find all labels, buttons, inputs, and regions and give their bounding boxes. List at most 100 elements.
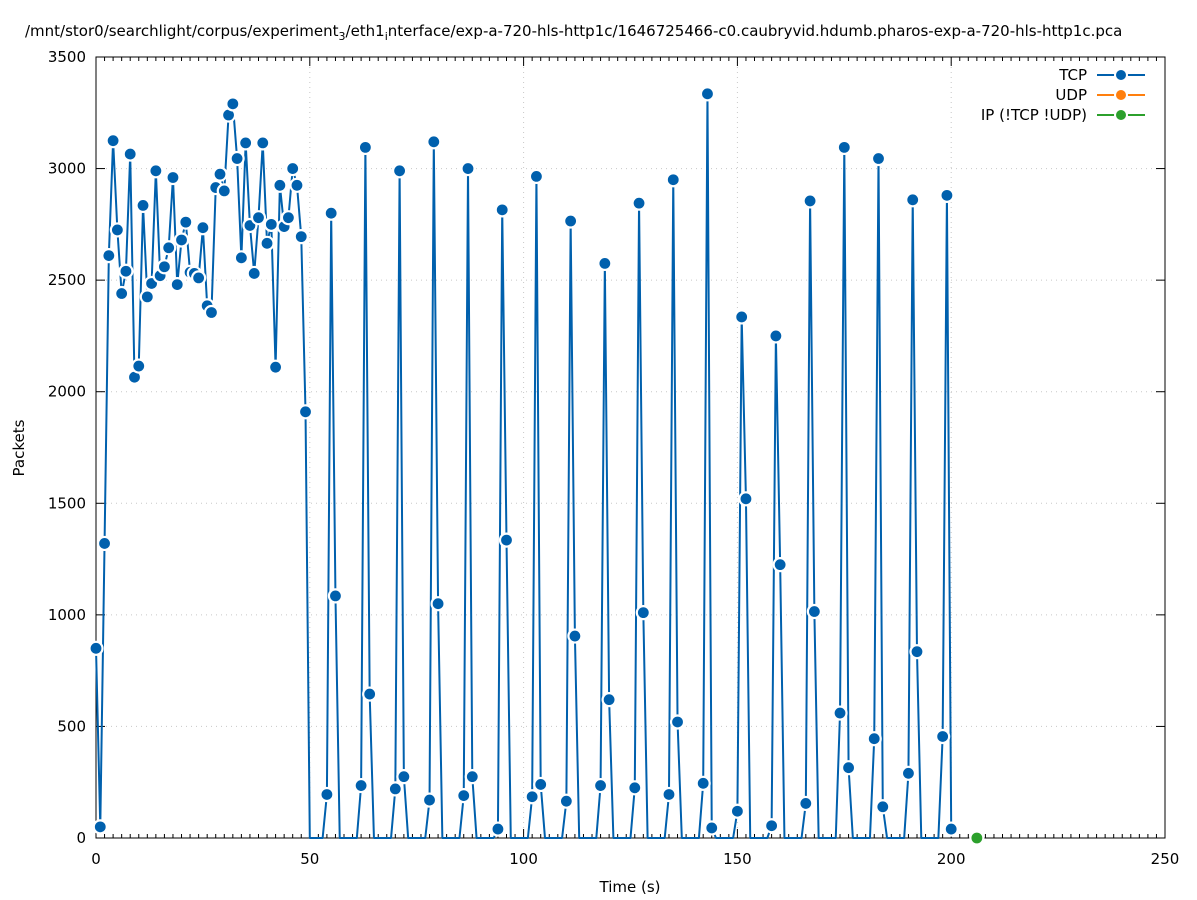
data-point: [387, 781, 403, 797]
data-point: [357, 139, 373, 155]
data-point: [195, 220, 211, 236]
data-point: [905, 192, 921, 208]
legend-label: UDP: [1055, 86, 1087, 104]
data-point: [212, 166, 228, 182]
data-point: [293, 229, 309, 245]
legend-marker: [1114, 88, 1128, 102]
data-point: [460, 160, 476, 177]
data-point: [289, 177, 305, 193]
data-point: [875, 799, 891, 815]
data-point: [131, 358, 147, 374]
series-layer: [88, 86, 985, 846]
data-point: [494, 202, 510, 218]
data-point: [900, 765, 917, 781]
grid-lines: [96, 57, 1165, 838]
data-point: [456, 788, 472, 804]
data-point: [169, 277, 185, 293]
data-point: [238, 135, 254, 151]
data-point: [870, 150, 887, 167]
data-point: [939, 187, 955, 203]
data-point: [764, 818, 780, 834]
data-point: [259, 235, 275, 251]
legend: TCP UDP IP (!TCP !UDP): [981, 66, 1145, 124]
y-tick-label: 500: [57, 717, 86, 735]
data-point: [255, 135, 271, 151]
x-axis-label: Time (s): [599, 878, 661, 896]
data-point: [426, 134, 442, 150]
data-point: [96, 535, 113, 552]
data-point: [101, 247, 117, 264]
data-point: [362, 686, 378, 702]
data-point: [528, 168, 545, 184]
data-point: [935, 728, 951, 745]
data-point: [695, 775, 711, 791]
y-tick-label: 3500: [48, 48, 86, 66]
axis-ticks: 0 50 100 150 200 2500500100015002000250030003…: [48, 48, 1180, 868]
data-point: [563, 213, 579, 229]
data-point: [909, 644, 925, 660]
data-point: [353, 777, 369, 794]
data-point: [109, 222, 125, 238]
data-point: [156, 259, 173, 275]
data-point: [267, 359, 284, 375]
x-tick-label: 0: [91, 850, 101, 868]
data-point: [772, 557, 788, 573]
data-point: [729, 803, 746, 819]
data-point: [866, 731, 882, 747]
data-point: [601, 692, 617, 708]
data-point: [135, 197, 151, 213]
data-point: [669, 714, 686, 730]
legend-label: TCP: [1058, 66, 1087, 84]
data-point: [250, 210, 267, 226]
data-point: [567, 628, 583, 644]
y-tick-label: 1500: [48, 494, 86, 512]
data-point: [272, 177, 288, 193]
data-point: [524, 789, 540, 805]
data-point: [178, 214, 194, 230]
data-point: [768, 328, 784, 344]
data-point: [969, 830, 985, 846]
data-point: [558, 793, 574, 809]
data-point: [464, 769, 480, 785]
data-point: [165, 169, 181, 186]
data-point: [396, 769, 412, 785]
data-point: [391, 163, 408, 179]
data-point: [734, 309, 750, 325]
y-tick-label: 0: [76, 829, 86, 847]
series-2: [969, 830, 985, 846]
data-point: [319, 786, 335, 803]
data-point: [832, 705, 848, 721]
data-point: [631, 195, 647, 211]
series-0: [88, 86, 959, 839]
legend-marker: [1114, 68, 1128, 82]
data-point: [105, 133, 121, 149]
data-point: [943, 821, 959, 837]
x-tick-label: 100: [509, 850, 538, 868]
data-point: [122, 146, 138, 162]
data-point: [191, 270, 207, 286]
data-point: [635, 605, 651, 621]
data-point: [490, 821, 506, 837]
data-point: [802, 193, 818, 209]
data-point: [430, 596, 446, 612]
data-point: [806, 603, 822, 620]
data-point: [704, 820, 720, 836]
y-axis-label: Packets: [10, 419, 28, 476]
data-point: [840, 760, 857, 776]
chart-title: /mnt/stor0/searchlight/corpus/experiment…: [25, 22, 1122, 43]
data-point: [233, 250, 249, 266]
data-point: [118, 263, 134, 279]
data-point: [498, 532, 515, 548]
data-point: [285, 160, 301, 177]
x-tick-label: 200: [937, 850, 966, 868]
data-point: [661, 786, 677, 803]
y-tick-label: 2000: [48, 383, 86, 401]
data-point: [246, 265, 262, 282]
plot-frame: [95, 56, 1166, 839]
data-point: [665, 172, 681, 188]
data-point: [533, 776, 549, 793]
data-point: [297, 404, 314, 420]
data-point: [738, 491, 754, 507]
data-point: [216, 183, 232, 199]
series-line: [95, 92, 953, 839]
